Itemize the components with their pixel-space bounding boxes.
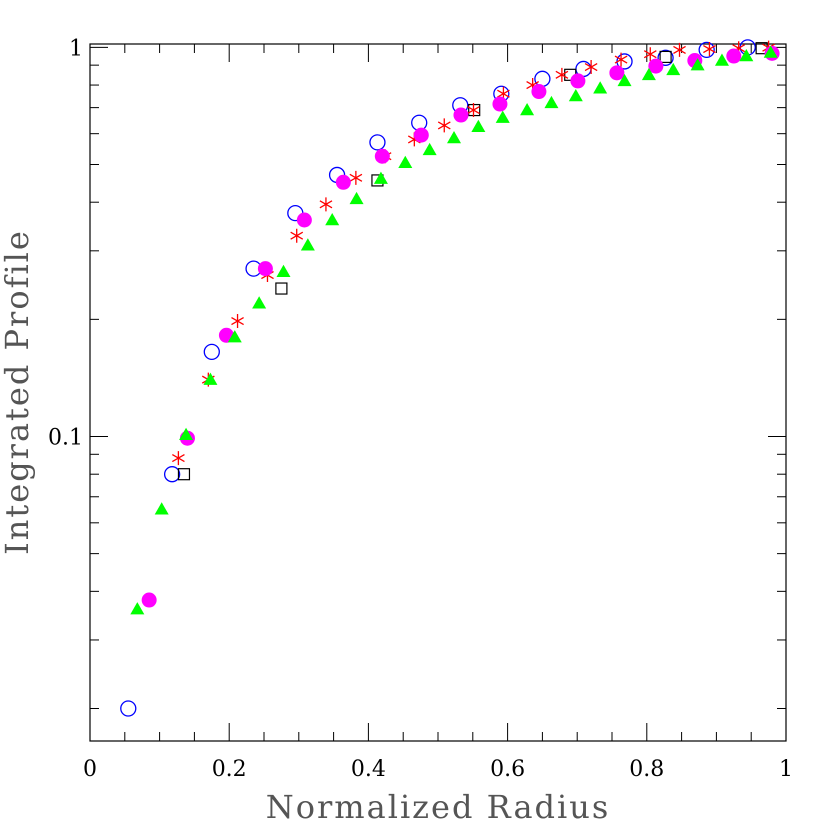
- data-point: [154, 502, 169, 515]
- data-point: [520, 103, 535, 116]
- data-point: [763, 45, 778, 58]
- data-point: [467, 103, 480, 118]
- data-point: [257, 261, 273, 277]
- data-point: [349, 170, 363, 185]
- plot-frame: [89, 43, 787, 742]
- x-tick-label: 0.6: [490, 757, 525, 782]
- data-point: [296, 212, 312, 228]
- y-axis-label: Integrated Profile: [0, 229, 36, 555]
- data-point: [231, 314, 244, 329]
- data-point: [447, 130, 462, 144]
- data-point: [643, 47, 657, 62]
- data-point: [471, 119, 486, 133]
- data-point: [374, 148, 390, 164]
- data-point: [422, 142, 437, 156]
- data-point: [570, 73, 586, 89]
- x-axis-label: Normalized Radius: [266, 788, 611, 826]
- data-point: [398, 155, 413, 169]
- data-point: [203, 343, 220, 361]
- data-point: [319, 197, 333, 212]
- data-point: [275, 282, 288, 295]
- data-point: [177, 468, 191, 481]
- data-point: [172, 451, 185, 466]
- data-point: [325, 213, 340, 226]
- data-point: [690, 58, 705, 71]
- y-tick-label: 1: [69, 36, 83, 61]
- data-point: [120, 700, 137, 717]
- data-point: [648, 58, 664, 74]
- data-point: [614, 52, 628, 67]
- data-point: [714, 53, 729, 66]
- series-asterisk: [142, 40, 775, 608]
- data-point: [739, 49, 754, 62]
- data-point: [703, 42, 716, 57]
- data-point: [252, 296, 267, 309]
- data-point: [163, 466, 181, 483]
- data-point: [555, 67, 569, 82]
- data-point: [413, 127, 429, 143]
- data-point: [437, 118, 451, 133]
- data-point: [726, 48, 742, 64]
- y-axis-ticks: 0.11: [48, 36, 786, 709]
- data-point: [468, 103, 481, 117]
- data-point: [698, 41, 715, 59]
- x-tick-label: 0.4: [351, 757, 386, 782]
- series-open-circle: [120, 39, 756, 717]
- x-tick-label: 1: [779, 757, 793, 782]
- data-point: [453, 107, 469, 123]
- x-tick-label: 0.2: [212, 757, 247, 782]
- data-point: [141, 592, 157, 608]
- data-point: [617, 73, 632, 87]
- x-axis-ticks: 0 0.2 0.4 0.6 0.8 1: [83, 44, 793, 782]
- data-point: [657, 49, 674, 66]
- data-point: [584, 60, 598, 75]
- data-point: [666, 62, 681, 76]
- data-point: [544, 95, 559, 109]
- series-open-square: [177, 42, 768, 481]
- data-point: [335, 174, 351, 190]
- series-filled-circle: [141, 45, 780, 608]
- data-point: [290, 228, 304, 243]
- series-filled-triangle: [130, 45, 778, 615]
- x-tick-label: 0: [83, 757, 97, 782]
- data-point: [609, 65, 625, 81]
- data-point: [300, 238, 315, 251]
- x-tick-label: 0.8: [629, 757, 664, 782]
- data-point: [641, 67, 656, 81]
- data-point: [534, 70, 551, 87]
- data-point: [276, 264, 291, 278]
- data-point: [227, 330, 242, 343]
- data-point: [369, 134, 386, 151]
- data-point: [673, 42, 686, 57]
- data-point: [203, 372, 218, 385]
- data-point: [531, 84, 547, 100]
- data-point: [130, 602, 145, 615]
- data-point: [492, 96, 508, 112]
- data-point: [495, 110, 510, 123]
- data-markers: [120, 39, 780, 717]
- y-tick-label: 0.1: [48, 425, 83, 450]
- data-point: [349, 191, 364, 205]
- data-point: [179, 427, 194, 441]
- data-point: [373, 171, 388, 184]
- data-point: [568, 88, 583, 102]
- data-point: [659, 50, 672, 64]
- data-point: [593, 81, 608, 94]
